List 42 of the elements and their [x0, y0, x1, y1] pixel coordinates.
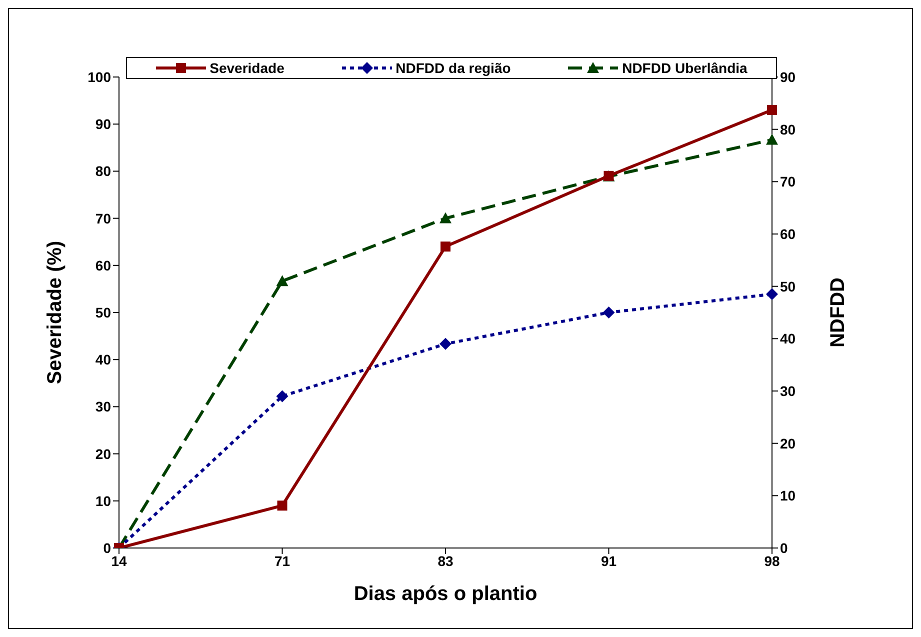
point: [602, 306, 615, 318]
y2-tick-label: 90: [780, 68, 796, 85]
legend-label: NDFDD Uberlândia: [621, 60, 748, 76]
y2-tick-label: 20: [780, 435, 796, 452]
y-tick-label: 90: [95, 116, 112, 132]
y-axis-title: Severidade (%): [44, 240, 66, 384]
point: [277, 500, 288, 511]
y-tick-label: 60: [95, 257, 112, 274]
y2-tick-label: 50: [780, 278, 796, 294]
legend-label: NDFDD da região: [394, 60, 511, 76]
y2-tick-label: 30: [780, 382, 796, 399]
x-tick-label: 71: [274, 552, 290, 569]
y2-tick-label: 60: [780, 226, 796, 242]
y2-tick-label: 40: [780, 330, 796, 347]
point: [276, 390, 288, 402]
y2-tick-label: 80: [780, 121, 796, 138]
y-tick-label: 30: [95, 398, 112, 415]
point: [440, 338, 452, 350]
y2-tick-label: 10: [780, 488, 796, 504]
y-tick-label: 80: [95, 163, 112, 180]
point: [440, 212, 452, 224]
y-tick-label: 70: [95, 210, 112, 226]
y-tick-label: 0: [103, 540, 112, 556]
x-tick-label: 98: [764, 552, 780, 569]
x-tick-label: 14: [111, 552, 127, 569]
y2-tick-label: 0: [780, 540, 788, 556]
x-tick-label: 91: [600, 552, 617, 569]
point: [767, 104, 777, 115]
y-tick-label: 50: [95, 304, 112, 320]
point: [440, 242, 450, 252]
y-tick-label: 100: [88, 68, 112, 85]
y2-axis-title: NDFDD: [827, 278, 850, 348]
x-axis-title: Dias após o plantio: [354, 583, 538, 605]
x-tick-label: 83: [438, 552, 454, 569]
legend-label: Severidade: [208, 60, 284, 76]
point: [276, 275, 288, 286]
y-tick-label: 20: [95, 446, 112, 462]
y-tick-label: 10: [95, 492, 112, 509]
y-tick-label: 40: [95, 352, 112, 368]
y2-tick-label: 70: [780, 174, 796, 190]
point: [766, 134, 778, 145]
point: [766, 288, 778, 300]
